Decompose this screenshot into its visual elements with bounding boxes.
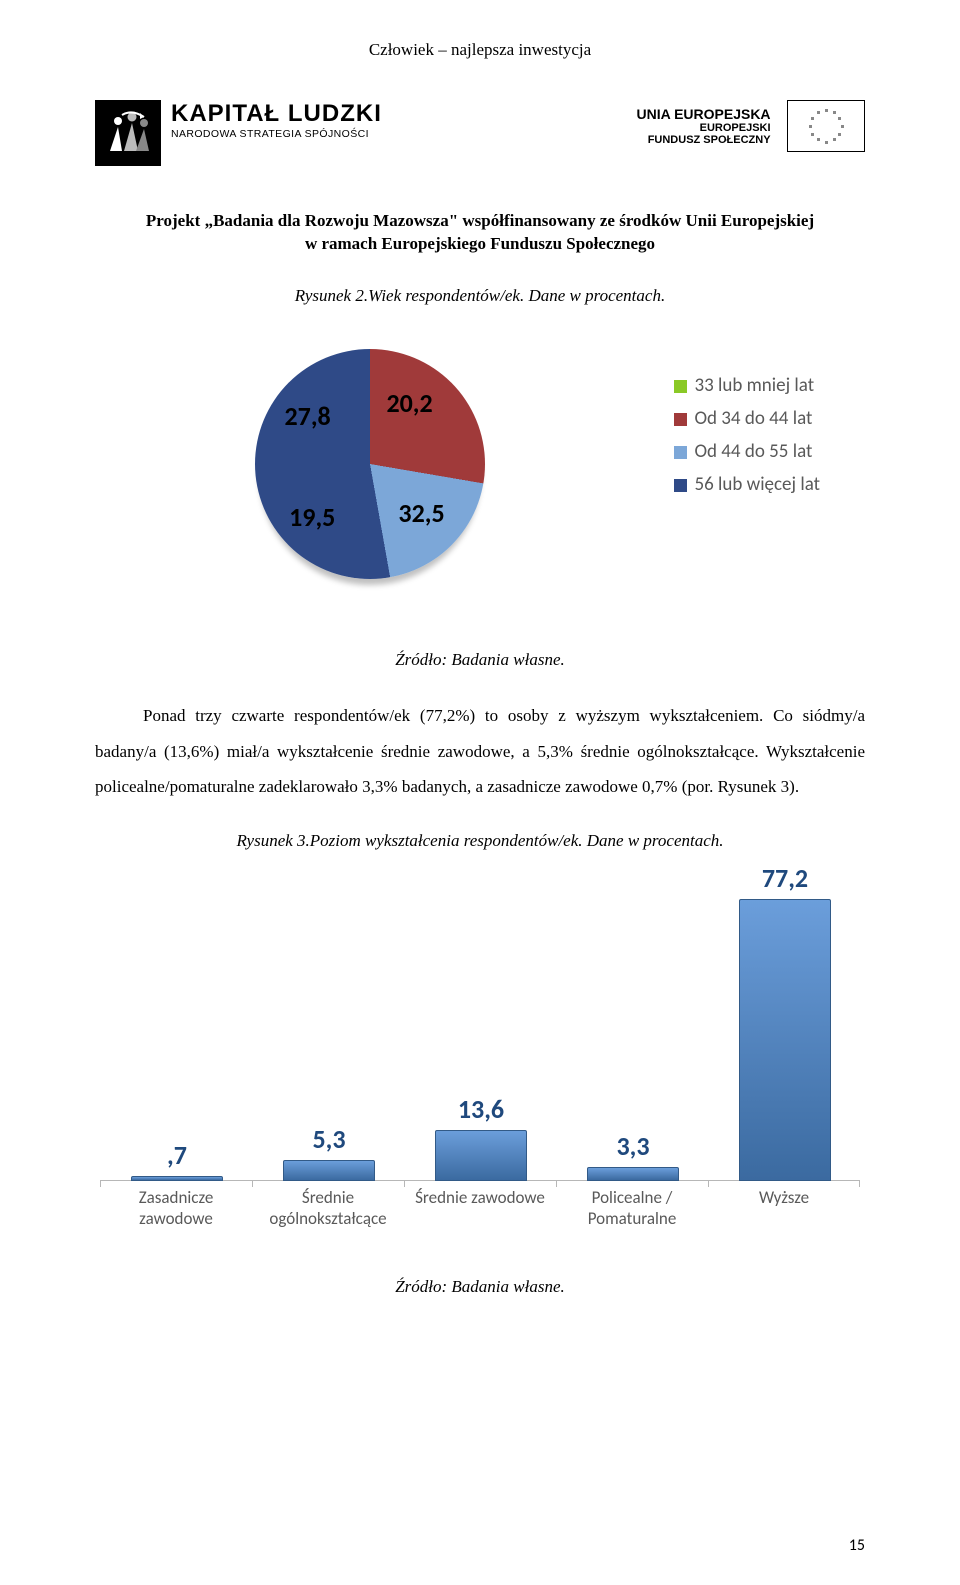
legend-swatch [674,380,687,393]
project-title: Projekt „Badania dla Rozwoju Mazowsza" w… [95,210,865,256]
bar-value: 5,3 [284,1123,374,1161]
bar-category-label: Średnie ogólnokształcące [252,1187,404,1229]
bar: ,7 [131,1176,223,1181]
bar-value: 77,2 [740,862,830,900]
bar-category-label: Wyższe [708,1187,860,1208]
kl-icon [95,100,161,166]
bar-value: 3,3 [588,1130,678,1168]
bar: 77,2 [739,899,831,1181]
eu-line1: UNIA EUROPEJSKA [636,106,770,122]
legend-label: 56 lub więcej lat [694,473,820,496]
legend-swatch [674,479,687,492]
pie-chart: 20,2 32,5 19,5 27,8 33 lub mniej lat Od 34 d… [120,334,840,624]
pie-slice-label: 19,5 [289,501,335,533]
pie-slice-label: 32,5 [398,497,444,529]
figure3-caption: Rysunek 3.Poziom wykształcenia responden… [95,831,865,851]
legend-item: Od 44 do 55 lat [674,440,820,463]
bar: 5,3 [283,1160,375,1181]
legend-item: 56 lub więcej lat [674,473,820,496]
figure3-source: Źródło: Badania własne. [95,1277,865,1297]
figure2-source: Źródło: Badania własne. [95,650,865,670]
pie-legend: 33 lub mniej lat Od 34 do 44 lat Od 44 do … [674,374,820,506]
project-line2: w ramach Europejskiego Funduszu Społeczn… [305,234,655,253]
legend-swatch [674,446,687,459]
page-top-title: Człowiek – najlepsza inwestycja [95,40,865,60]
body-paragraph: Ponad trzy czwarte respondentów/ek (77,2… [95,698,865,805]
legend-item: Od 34 do 44 lat [674,407,820,430]
bar-category-label: Zasadnicze zawodowe [100,1187,252,1229]
eu-line3: FUNDUSZ SPOŁECZNY [636,134,770,146]
pie-slice-label: 27,8 [285,400,331,432]
bar: 13,6 [435,1130,527,1181]
legend-label: 33 lub mniej lat [694,374,814,397]
logo-header: KAPITAŁ LUDZKI NARODOWA STRATEGIA SPÓJNO… [95,100,865,166]
bar-chart: ,75,313,63,377,2 Zasadnicze zawodoweŚred… [100,891,860,1251]
eu-line2: EUROPEJSKI [636,122,770,134]
legend-swatch [674,413,687,426]
bar: 3,3 [587,1167,679,1181]
page-number: 15 [849,1536,865,1555]
legend-label: Od 44 do 55 lat [694,440,812,463]
bar-value: ,7 [132,1139,222,1177]
project-line1: Projekt „Badania dla Rozwoju Mazowsza" w… [146,211,814,230]
bar-category-label: Średnie zawodowe [404,1187,556,1208]
figure2-caption: Rysunek 2.Wiek respondentów/ek. Dane w p… [95,286,865,306]
legend-label: Od 34 do 44 lat [694,407,812,430]
bar-category-label: Policealne / Pomaturalne [556,1187,708,1229]
logo-kapital-ludzki: KAPITAŁ LUDZKI NARODOWA STRATEGIA SPÓJNO… [95,100,382,166]
logo-eu: UNIA EUROPEJSKA EUROPEJSKI FUNDUSZ SPOŁE… [636,100,865,152]
bar-value: 13,6 [436,1093,526,1131]
pie-slice-label: 20,2 [386,387,432,419]
kl-title: KAPITAŁ LUDZKI [171,100,382,128]
kl-subtitle: NARODOWA STRATEGIA SPÓJNOŚCI [171,128,382,140]
legend-item: 33 lub mniej lat [674,374,820,397]
eu-flag-icon [787,100,865,152]
